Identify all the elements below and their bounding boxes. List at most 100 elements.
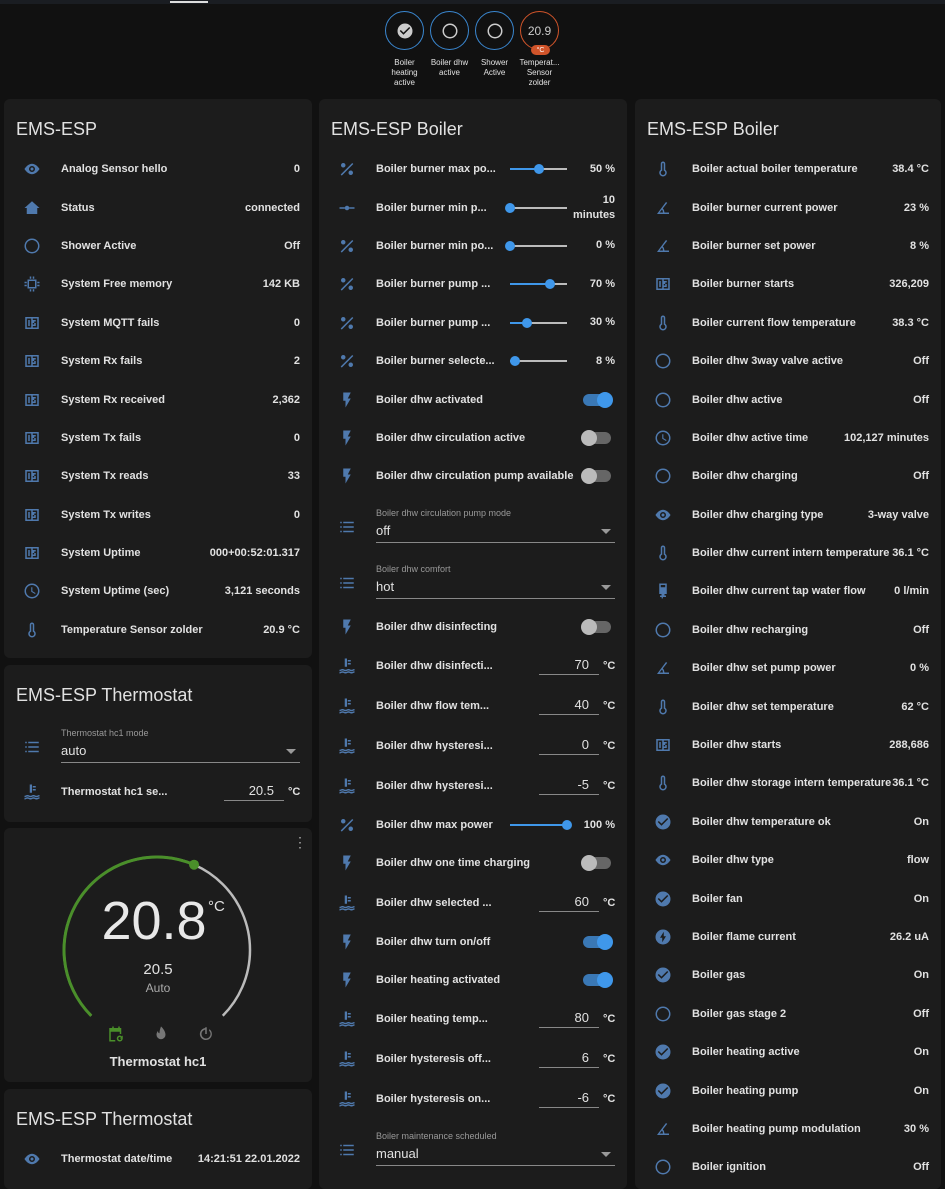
entity-name[interactable]: Boiler heating activated (376, 974, 501, 987)
entity-row[interactable]: Boiler dhw active time 102,127 minutes (635, 419, 941, 457)
number-input[interactable]: 0 (539, 737, 599, 755)
entity-row[interactable]: Boiler heating active On (635, 1033, 941, 1071)
entity-name[interactable]: Boiler dhw hysteresi... (376, 779, 493, 792)
badge-boiler-heating-active[interactable]: Boiler heating active (385, 11, 424, 88)
entity-name[interactable]: Boiler dhw one time charging (376, 857, 531, 870)
toggle-switch[interactable] (583, 972, 613, 989)
entity-row[interactable]: Boiler dhw recharging Off (635, 611, 941, 649)
toggle-switch[interactable] (581, 618, 611, 635)
more-options-icon[interactable]: ⋮ (293, 834, 307, 850)
select-dropdown[interactable]: Boiler maintenance scheduled manual (376, 1131, 615, 1167)
entity-name[interactable]: Boiler dhw disinfecti... (376, 659, 493, 672)
entity-row[interactable]: Boiler dhw active Off (635, 380, 941, 418)
entity-name[interactable]: Boiler burner min po... (376, 239, 494, 252)
entity-name[interactable]: Boiler hysteresis off... (376, 1053, 491, 1066)
entity-name[interactable]: Boiler burner pump ... (376, 316, 491, 329)
number-input[interactable]: 70 (539, 657, 599, 675)
heat-mode-button[interactable] (152, 1025, 170, 1043)
entity-row[interactable]: Boiler flame current 26.2 uA (635, 918, 941, 956)
toggle-switch[interactable] (581, 468, 611, 485)
entity-row[interactable]: Boiler burner set power 8 % (635, 227, 941, 265)
entity-name[interactable]: Boiler hysteresis on... (376, 1093, 491, 1106)
entity-name[interactable]: Boiler dhw turn on/off (376, 935, 491, 948)
value-slider[interactable] (510, 820, 572, 831)
entity-name[interactable]: Boiler heating temp... (376, 1013, 488, 1026)
entity-row[interactable]: Boiler current flow temperature 38.3 °C (635, 304, 941, 342)
entity-name[interactable]: Boiler dhw disinfecting (376, 620, 498, 633)
value-slider[interactable] (509, 356, 567, 367)
entity-row[interactable]: Boiler dhw set temperature 62 °C (635, 687, 941, 725)
slider-knob[interactable] (505, 202, 515, 213)
number-input[interactable]: 40 (539, 697, 599, 715)
entity-row[interactable]: Boiler burner starts 326,209 (635, 265, 941, 303)
entity-row[interactable]: System Tx writes 0 (4, 496, 312, 534)
value-slider[interactable] (510, 279, 567, 290)
entity-row[interactable]: System Uptime (sec) 3,121 seconds (4, 572, 312, 610)
number-input[interactable]: 80 (539, 1010, 599, 1029)
entity-row[interactable]: System Tx fails 0 (4, 419, 312, 457)
entity-name[interactable]: Boiler burner max po... (376, 163, 496, 176)
entity-row[interactable]: Boiler ignition Off (635, 1148, 941, 1186)
entity-row[interactable]: Boiler heating pump On (635, 1071, 941, 1109)
slider-knob[interactable] (522, 317, 533, 328)
slider-knob[interactable] (509, 356, 520, 367)
entity-name[interactable]: Boiler dhw selected ... (376, 896, 492, 909)
entity-name[interactable]: Boiler dhw hysteresi... (376, 739, 493, 752)
entity-name[interactable]: Boiler dhw flow tem... (376, 699, 490, 712)
entity-row[interactable]: Boiler gas stage 2 Off (635, 995, 941, 1033)
value-slider[interactable] (510, 317, 567, 328)
entity-name[interactable]: Boiler burner min p... (376, 201, 487, 214)
number-input[interactable]: 6 (539, 1050, 599, 1069)
slider-knob[interactable] (533, 164, 544, 175)
toggle-switch[interactable] (583, 391, 613, 408)
temperature-dial[interactable] (4, 828, 312, 1082)
entity-row[interactable]: Shower Active Off (4, 227, 312, 265)
entity-name[interactable]: Boiler dhw circulation active (376, 431, 526, 444)
thermostat-name[interactable]: Thermostat hc1 (109, 1054, 207, 1069)
active-tab-indicator[interactable] (170, 1, 208, 3)
entity-row[interactable]: Boiler dhw charging Off (635, 457, 941, 495)
entity-row[interactable]: Boiler gas On (635, 956, 941, 994)
toggle-switch[interactable] (581, 429, 611, 446)
entity-row[interactable]: Boiler dhw type flow (635, 841, 941, 879)
off-mode-button[interactable] (197, 1025, 215, 1043)
entity-name[interactable]: Boiler dhw activated (376, 393, 483, 406)
entity-row[interactable]: Boiler dhw temperature ok On (635, 803, 941, 841)
entity-row[interactable]: Boiler dhw starts 288,686 (635, 726, 941, 764)
entity-name[interactable]: Boiler burner selecte... (376, 355, 495, 368)
entity-name[interactable]: Thermostat hc1 se... (61, 786, 168, 798)
toggle-switch[interactable] (583, 933, 613, 950)
entity-row[interactable]: Status connected (4, 188, 312, 226)
entity-row[interactable]: System Rx received 2,362 (4, 380, 312, 418)
slider-knob[interactable] (544, 279, 555, 290)
number-input[interactable]: 20.5 (224, 783, 284, 801)
entity-row[interactable]: System MQTT fails 0 (4, 304, 312, 342)
entity-row[interactable]: System Uptime 000+00:52:01.317 (4, 534, 312, 572)
entity-row[interactable]: Boiler actual boiler temperature 38.4 °C (635, 150, 941, 188)
badge-boiler-dhw-active[interactable]: Boiler dhw active (430, 11, 469, 88)
entity-row[interactable]: Boiler heating pump modulation 30 % (635, 1110, 941, 1148)
entity-row[interactable]: System Free memory 142 KB (4, 265, 312, 303)
number-input[interactable]: -5 (539, 777, 599, 795)
entity-name[interactable]: Boiler burner pump ... (376, 278, 491, 291)
entity-row[interactable]: Boiler dhw 3way valve active Off (635, 342, 941, 380)
entity-row[interactable]: Boiler dhw charging type 3-way valve (635, 496, 941, 534)
entity-row[interactable]: System Rx fails 2 (4, 342, 312, 380)
entity-row[interactable]: Boiler burner current power 23 % (635, 188, 941, 226)
value-slider[interactable] (505, 240, 567, 251)
select-dropdown[interactable]: Thermostat hc1 mode auto (61, 728, 300, 763)
schedule-mode-button[interactable] (107, 1025, 125, 1043)
entity-row[interactable]: System Tx reads 33 (4, 457, 312, 495)
badge-shower-active[interactable]: Shower Active (475, 11, 514, 88)
select-dropdown[interactable]: Boiler dhw comfort hot (376, 564, 615, 599)
badge-temperat-sensor-zolder[interactable]: 20.9 °C Temperat... Sensor zolder (519, 11, 560, 88)
entity-row[interactable]: Thermostat date/time 14:21:51 22.01.2022 (4, 1140, 312, 1178)
toggle-switch[interactable] (581, 855, 611, 872)
value-slider[interactable] (505, 202, 567, 213)
entity-row[interactable]: Temperature Sensor zolder 20.9 °C (4, 611, 312, 649)
number-input[interactable]: -6 (539, 1090, 599, 1109)
select-dropdown[interactable]: Boiler dhw circulation pump mode off (376, 508, 615, 543)
slider-knob[interactable] (505, 240, 515, 251)
entity-row[interactable]: Boiler fan On (635, 879, 941, 917)
entity-row[interactable]: Boiler dhw current intern temperature 36.… (635, 534, 941, 572)
